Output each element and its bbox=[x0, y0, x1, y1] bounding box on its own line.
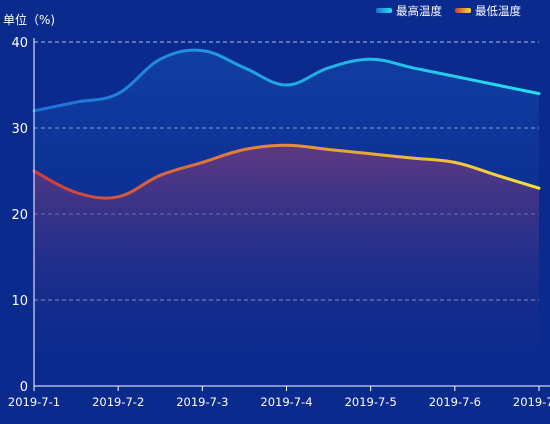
y-axis-unit-label: 单位（%) bbox=[3, 12, 55, 27]
series-areas bbox=[34, 50, 539, 386]
legend-swatch-low bbox=[455, 8, 471, 13]
legend-item-high[interactable]: 最高温度 bbox=[376, 4, 442, 18]
y-tick-label: 20 bbox=[11, 208, 28, 223]
y-tick-label: 30 bbox=[11, 122, 28, 137]
legend-label-high: 最高温度 bbox=[396, 4, 442, 18]
x-tick-label: 2019-7-2 bbox=[92, 395, 144, 409]
legend-swatch-high bbox=[376, 8, 392, 13]
series-area-low bbox=[34, 145, 539, 386]
y-tick-label: 0 bbox=[20, 380, 28, 395]
legend-item-low[interactable]: 最低温度 bbox=[455, 4, 521, 18]
series-line-low[interactable] bbox=[32, 143, 541, 200]
x-tick-label: 2019-7-4 bbox=[260, 395, 312, 409]
x-tick-label: 2019-7-1 bbox=[8, 395, 60, 409]
y-tick-label: 10 bbox=[11, 294, 28, 309]
x-tick-label: 2019-7-6 bbox=[429, 395, 481, 409]
x-tick-label: 2019-7-7 bbox=[513, 395, 550, 409]
axes: 0 10 20 30 40 2019-7-1 2019-7-2 2019-7-3 2019-7-… bbox=[8, 36, 550, 409]
legend-label-low: 最低温度 bbox=[475, 4, 521, 18]
series-lines bbox=[32, 48, 541, 200]
series-line-high[interactable] bbox=[32, 48, 541, 113]
y-tick-label: 40 bbox=[11, 36, 28, 51]
x-tick-label: 2019-7-5 bbox=[345, 395, 397, 409]
x-tick-label: 2019-7-3 bbox=[176, 395, 228, 409]
legend: 最高温度 最低温度 bbox=[376, 4, 521, 18]
